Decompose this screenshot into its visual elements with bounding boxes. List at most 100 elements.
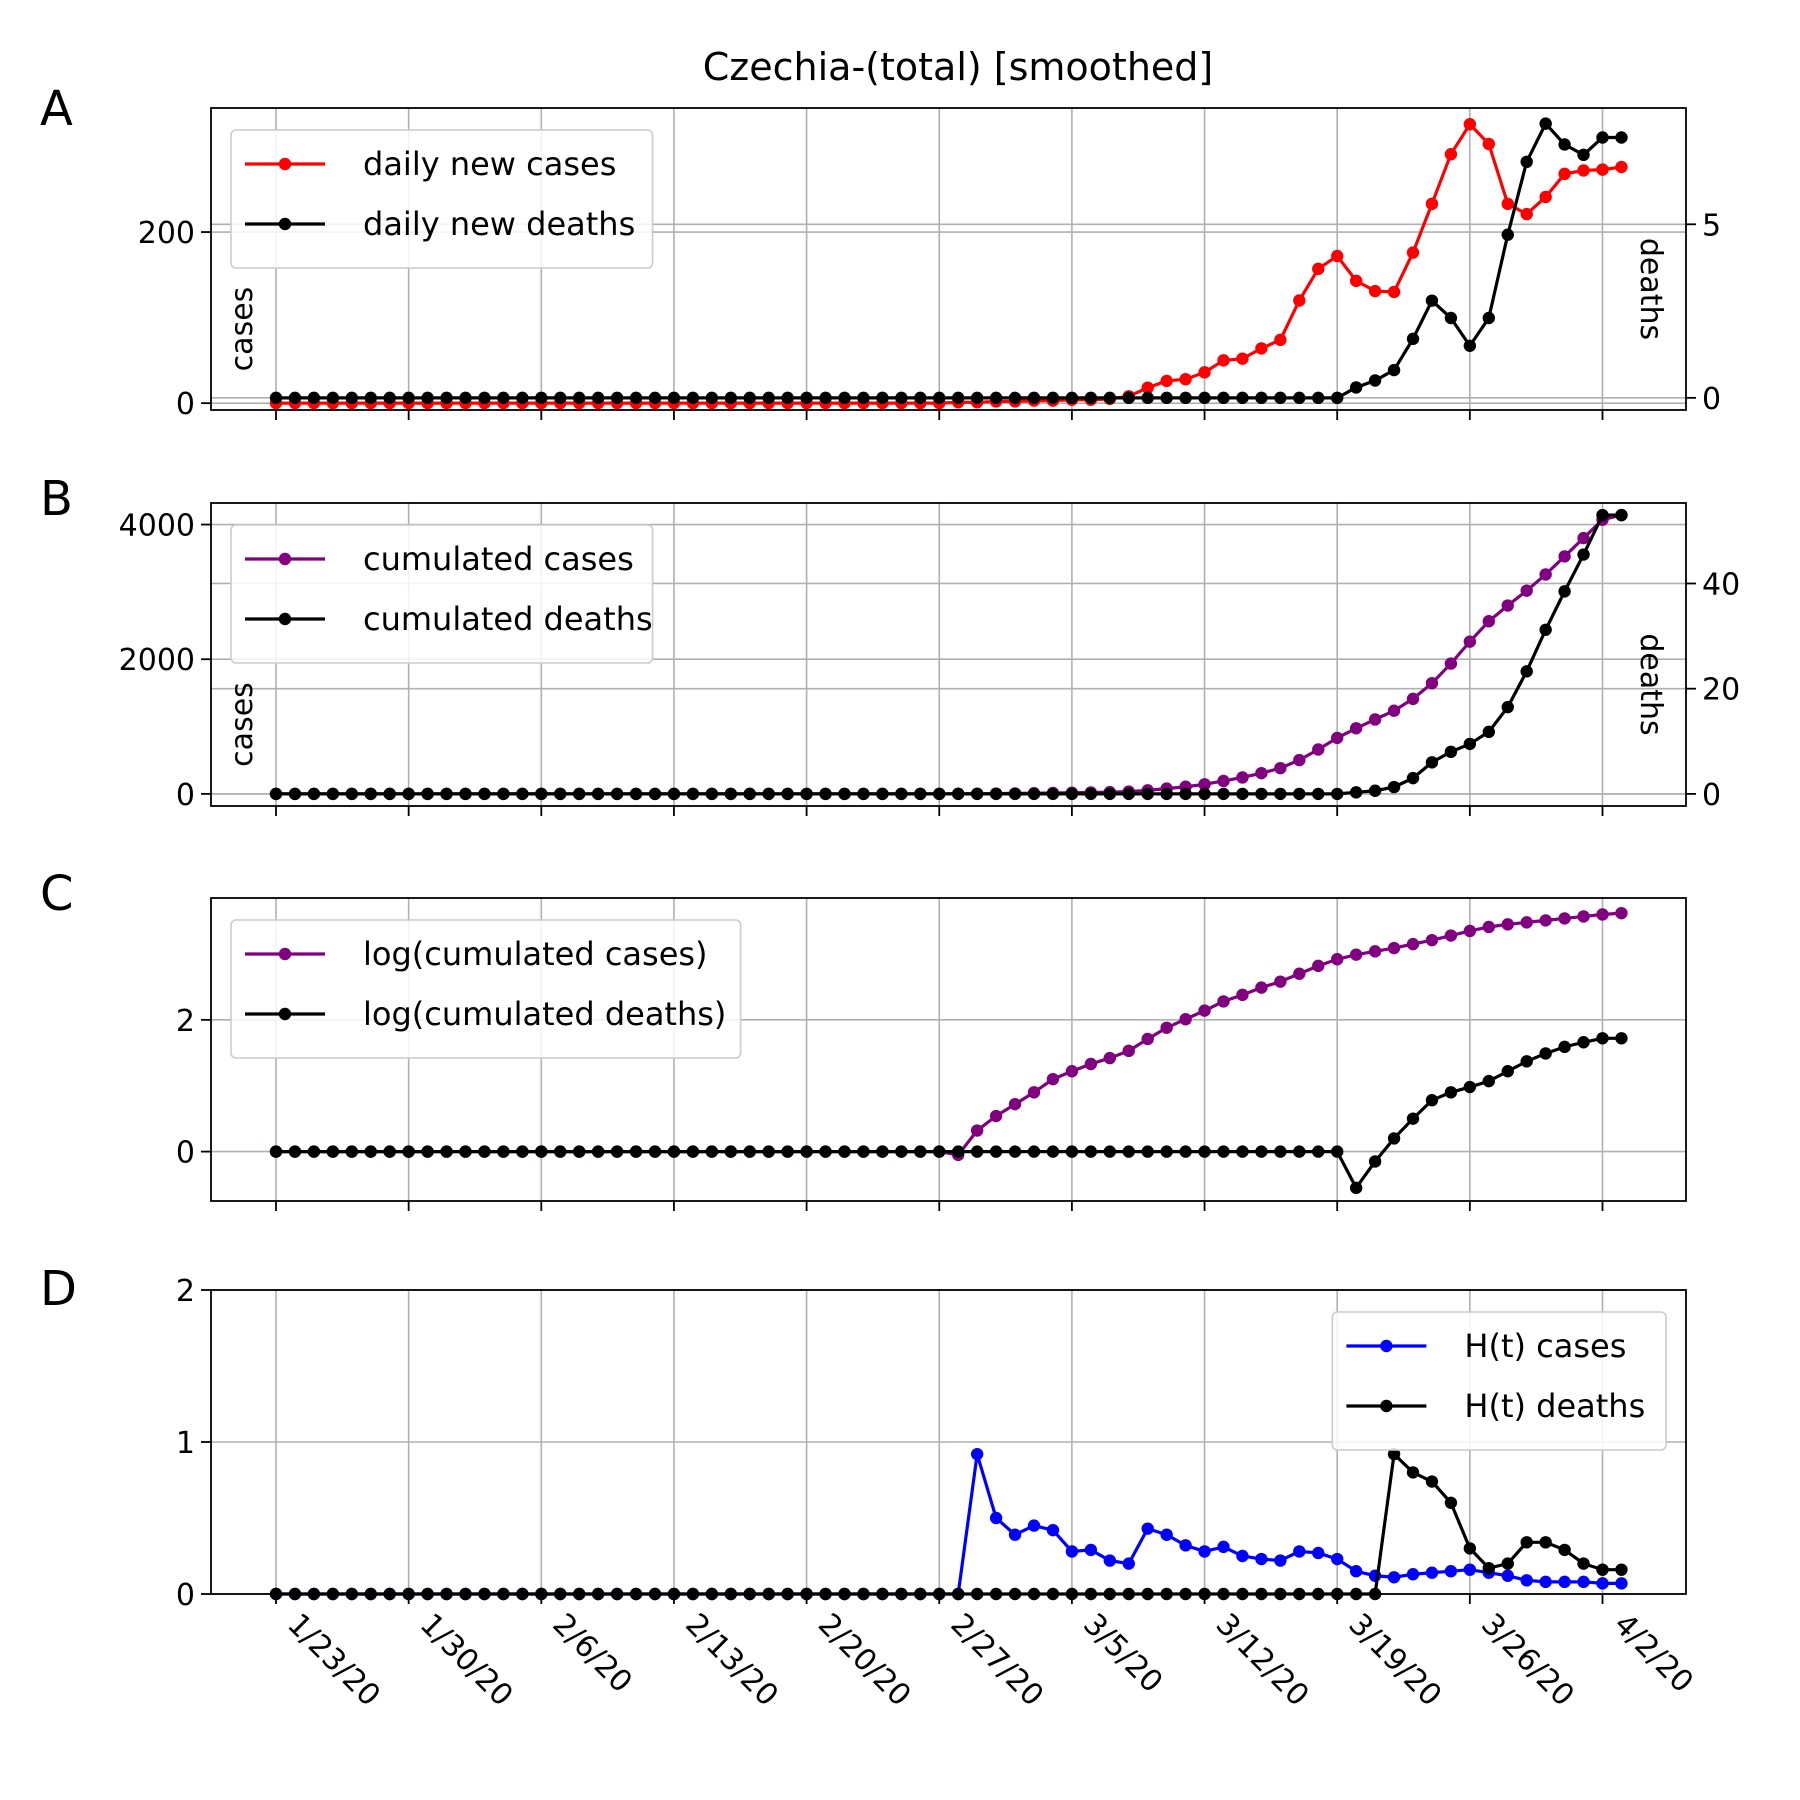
data-point <box>1312 787 1325 801</box>
data-point <box>1482 311 1496 325</box>
data-point <box>1558 1040 1571 1054</box>
data-point <box>1444 1086 1458 1099</box>
data-point <box>1444 1496 1458 1510</box>
data-point <box>1387 1571 1401 1584</box>
panel-letter: D <box>40 1261 77 1317</box>
data-point <box>383 1145 396 1158</box>
data-point <box>1615 160 1628 174</box>
data-point <box>1331 787 1344 801</box>
data-point <box>762 391 775 405</box>
data-point <box>288 1587 302 1601</box>
x-tick-label: 2/20/20 <box>811 1607 918 1714</box>
panel-D: 0 1 2 1/23/20 1/30/20 2/6/20 2/13/20 2/20/20 2/2… <box>40 1261 1700 1713</box>
data-point <box>686 391 700 405</box>
data-point <box>421 787 434 801</box>
data-point <box>1615 1577 1628 1590</box>
data-point <box>1274 333 1287 347</box>
data-point <box>629 1145 643 1158</box>
data-point <box>1444 311 1458 325</box>
panel-letter: B <box>40 471 73 527</box>
data-point <box>876 1145 889 1158</box>
legend-label: cumulated cases <box>363 540 634 578</box>
axes-frame <box>210 897 1687 1202</box>
data-point <box>989 1511 1003 1525</box>
data-point <box>1103 1554 1117 1567</box>
data-point <box>857 787 870 801</box>
data-point <box>1236 787 1249 801</box>
data-point <box>1596 163 1609 176</box>
data-point <box>1179 1145 1192 1158</box>
data-point <box>1046 1145 1060 1158</box>
data-point <box>1520 1536 1533 1549</box>
data-point <box>1179 391 1192 405</box>
legend: cumulated cases cumulated deaths <box>230 524 654 664</box>
data-point <box>1482 725 1496 739</box>
data-point <box>1482 1561 1496 1575</box>
data-point <box>1255 1145 1268 1158</box>
data-point <box>1520 584 1533 597</box>
data-point <box>1501 228 1514 241</box>
data-point <box>345 1587 358 1601</box>
data-point <box>269 787 283 801</box>
data-point <box>1558 1575 1571 1589</box>
data-point <box>933 1145 946 1158</box>
data-point <box>591 391 605 405</box>
data-point <box>762 1587 775 1601</box>
data-point <box>1179 373 1192 386</box>
data-point <box>1008 1528 1022 1541</box>
legend-box <box>230 919 742 1059</box>
data-point <box>1425 676 1439 690</box>
data-point <box>1501 599 1514 612</box>
data-point <box>1217 1145 1230 1158</box>
data-point <box>326 787 340 801</box>
data-point <box>989 1109 1003 1123</box>
data-point <box>876 1587 889 1601</box>
data-point <box>1274 975 1287 988</box>
data-point <box>307 391 321 405</box>
data-point <box>1406 1568 1420 1581</box>
data-point <box>269 391 283 405</box>
data-point <box>895 1587 908 1601</box>
data-point <box>1406 1112 1420 1125</box>
data-point <box>1084 787 1098 801</box>
y-axis-label-right: deaths <box>1633 633 1668 735</box>
data-point <box>610 1145 624 1158</box>
data-point <box>1577 531 1590 545</box>
data-point <box>1368 1587 1382 1601</box>
y-tick-label: 2 <box>176 1004 195 1039</box>
data-point <box>1463 635 1477 648</box>
data-point <box>1312 1587 1325 1601</box>
data-point <box>1198 1145 1211 1158</box>
data-point <box>1160 787 1173 801</box>
legend-swatch-marker <box>278 157 292 171</box>
data-point <box>1160 391 1173 405</box>
data-point <box>1255 391 1268 405</box>
data-point <box>1539 1575 1552 1589</box>
data-point <box>1236 1549 1249 1563</box>
data-point <box>1103 1051 1117 1065</box>
data-point <box>402 787 415 801</box>
data-point <box>1103 1587 1117 1601</box>
data-point <box>1387 941 1401 955</box>
data-point <box>1444 1565 1458 1578</box>
data-point <box>573 787 586 801</box>
y-tick-label: 200 <box>138 216 195 251</box>
data-point <box>1065 1545 1079 1558</box>
data-point <box>269 1145 283 1158</box>
data-point <box>1274 1145 1287 1158</box>
data-point <box>1160 1587 1173 1601</box>
data-point <box>762 787 775 801</box>
y-tick-label: 2000 <box>119 643 195 678</box>
data-point <box>1368 784 1382 797</box>
data-point <box>1444 929 1458 942</box>
data-point <box>667 1587 681 1601</box>
data-point <box>1539 1536 1552 1549</box>
data-point <box>819 1145 832 1158</box>
data-point <box>1463 737 1477 751</box>
data-point <box>1236 1145 1249 1158</box>
data-point <box>933 391 946 405</box>
data-point <box>1387 1447 1401 1461</box>
data-point <box>705 1145 719 1158</box>
data-point <box>288 391 302 405</box>
data-point <box>1160 1528 1173 1541</box>
